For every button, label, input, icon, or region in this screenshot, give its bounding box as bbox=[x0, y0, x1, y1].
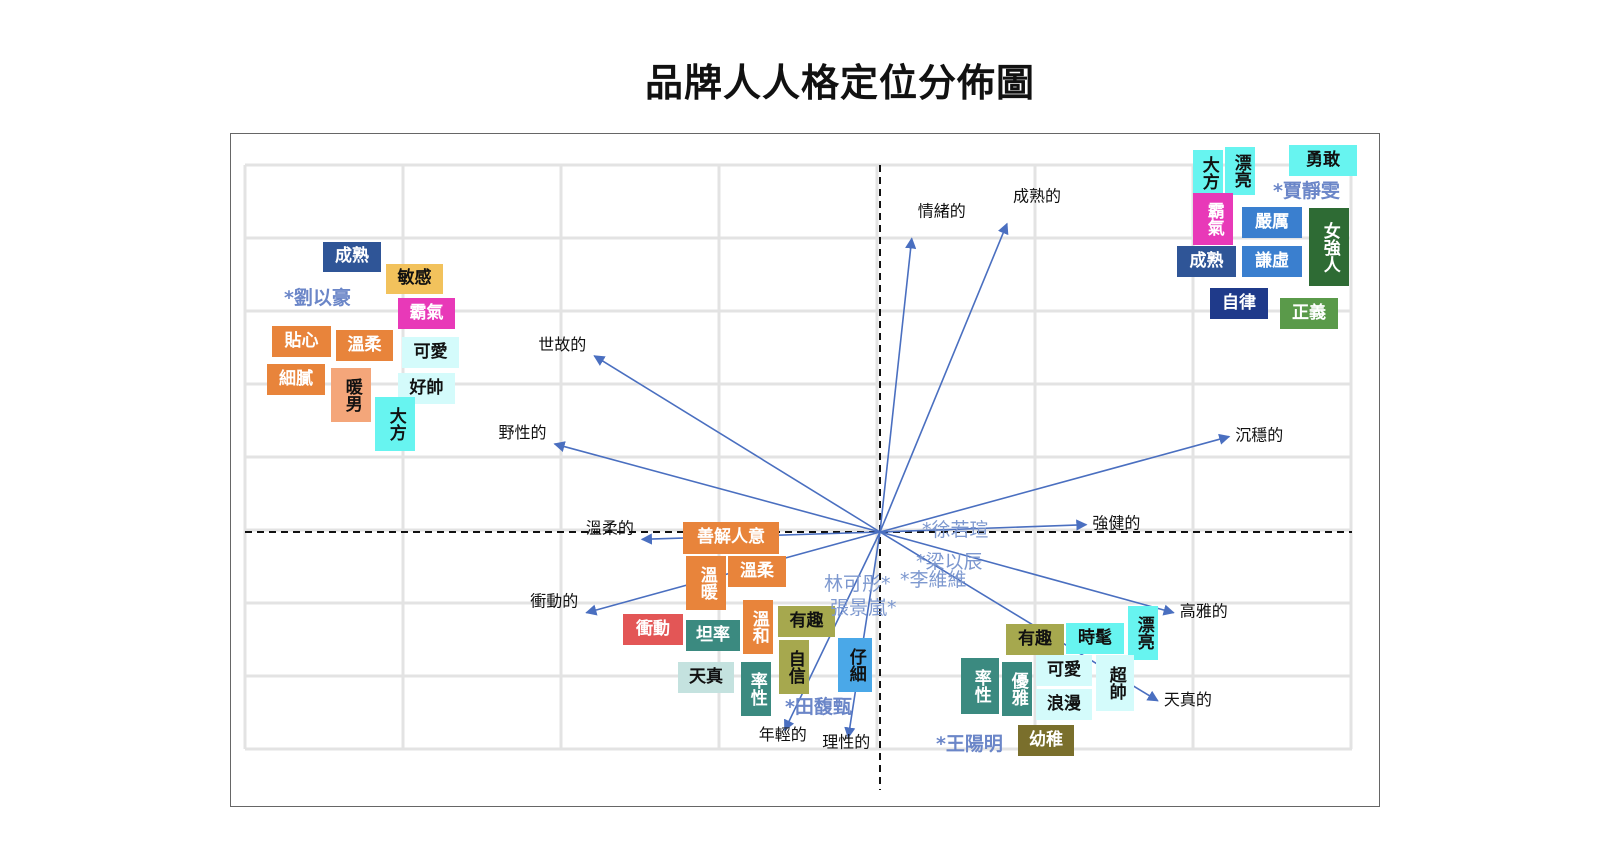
trait-box-16: 成熟 bbox=[1177, 246, 1236, 277]
vector-label-11: 理性的 bbox=[822, 733, 870, 752]
trait-box-37: 超帥 bbox=[1096, 655, 1134, 711]
trait-box-0: 成熟 bbox=[323, 242, 381, 272]
trait-box-25: 衝動 bbox=[623, 614, 683, 645]
vector-label-3: 野性的 bbox=[499, 423, 547, 442]
vector-label-10: 年輕的 bbox=[759, 725, 807, 744]
trait-box-19: 正義 bbox=[1280, 298, 1338, 329]
trait-box-18: 自律 bbox=[1210, 288, 1268, 319]
trait-box-4: 溫柔 bbox=[336, 330, 393, 361]
vector-arrow-0 bbox=[879, 237, 917, 533]
vector-label-9: 天真的 bbox=[1164, 690, 1212, 709]
trait-box-2: 霸氣 bbox=[398, 298, 455, 329]
trait-box-20: 善解人意 bbox=[683, 522, 779, 554]
vector-label-5: 強健的 bbox=[1092, 514, 1140, 533]
vector-arrow-8 bbox=[879, 531, 1175, 616]
axes bbox=[245, 165, 1352, 790]
trait-box-15: 女強人 bbox=[1309, 208, 1349, 286]
trait-box-10: 大方 bbox=[1193, 150, 1223, 196]
vector-label-0: 情緒的 bbox=[918, 201, 966, 220]
person-label-2: *徐若瑄 bbox=[922, 519, 989, 541]
trait-box-14: 嚴厲 bbox=[1242, 207, 1302, 238]
vector-arrow-3 bbox=[553, 441, 881, 533]
trait-box-39: 幼稚 bbox=[1018, 725, 1074, 756]
trait-box-26: 坦率 bbox=[686, 620, 740, 651]
vector-arrow-5 bbox=[879, 519, 1088, 533]
trait-box-38: 浪漫 bbox=[1036, 689, 1092, 720]
vector-arrow-11 bbox=[844, 531, 881, 739]
trait-box-28: 仔細 bbox=[838, 638, 872, 692]
vector-label-2: 世故的 bbox=[538, 335, 586, 354]
vector-arrow-1 bbox=[879, 222, 1009, 533]
trait-box-30: 率性 bbox=[741, 662, 771, 716]
person-label-6: 張景嵐* bbox=[830, 597, 897, 619]
trait-box-27: 自信 bbox=[779, 640, 809, 694]
vector-label-1: 成熟的 bbox=[1013, 187, 1061, 206]
trait-box-1: 敏感 bbox=[386, 264, 443, 294]
trait-box-36: 可愛 bbox=[1036, 655, 1092, 686]
trait-box-11: 漂亮 bbox=[1225, 147, 1255, 195]
vector-arrow-4 bbox=[879, 433, 1231, 533]
vector-label-8: 高雅的 bbox=[1180, 602, 1228, 621]
trait-box-5: 可愛 bbox=[402, 337, 459, 368]
person-label-5: 林可彤* bbox=[824, 573, 891, 595]
trait-box-6: 細膩 bbox=[267, 364, 325, 395]
trait-box-9: 大方 bbox=[375, 397, 415, 451]
trait-box-22: 溫柔 bbox=[728, 556, 786, 587]
vector-label-4: 沉穩的 bbox=[1235, 426, 1283, 445]
person-label-1: *賈靜雯 bbox=[1273, 180, 1340, 202]
person-label-4: *李維維 bbox=[900, 569, 967, 591]
vector-arrow-2 bbox=[593, 355, 881, 533]
trait-box-7: 暖男 bbox=[331, 368, 371, 422]
trait-box-33: 漂亮 bbox=[1128, 606, 1158, 660]
vector-label-6: 溫柔的 bbox=[586, 518, 634, 537]
trait-box-12: 勇敢 bbox=[1289, 145, 1357, 176]
person-label-0: *劉以豪 bbox=[284, 287, 351, 309]
trait-box-34: 率性 bbox=[961, 658, 999, 714]
trait-box-29: 天真 bbox=[678, 662, 734, 693]
trait-box-13: 霸氣 bbox=[1193, 193, 1233, 245]
trait-box-35: 優雅 bbox=[1002, 662, 1032, 716]
trait-box-21: 溫暖 bbox=[686, 556, 726, 610]
trait-box-32: 時髦 bbox=[1066, 623, 1124, 654]
trait-box-3: 貼心 bbox=[272, 326, 331, 357]
trait-box-17: 謙虛 bbox=[1242, 246, 1302, 277]
trait-box-31: 有趣 bbox=[1006, 624, 1064, 655]
person-label-8: *王陽明 bbox=[936, 733, 1003, 755]
vector-label-7: 衝動的 bbox=[530, 592, 578, 611]
chart-frame bbox=[230, 133, 1380, 807]
trait-box-24: 有趣 bbox=[778, 606, 835, 637]
trait-box-23: 溫和 bbox=[743, 600, 773, 654]
chart-title: 品牌人人格定位分佈圖 bbox=[644, 61, 1035, 105]
person-label-3: *梁以辰 bbox=[916, 551, 983, 573]
person-label-7: *田馥甄 bbox=[785, 696, 852, 718]
